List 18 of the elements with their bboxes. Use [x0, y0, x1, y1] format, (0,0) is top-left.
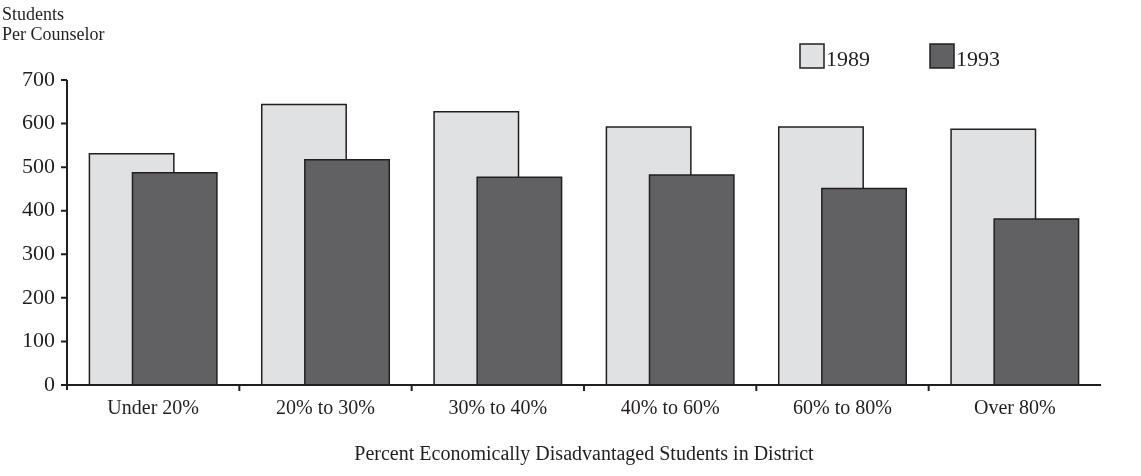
x-tick-label: Under 20%	[107, 396, 199, 419]
y-tick-label: 700	[22, 65, 55, 91]
y-tick-label: 100	[22, 327, 55, 353]
legend-label: 1989	[826, 46, 870, 71]
y-tick-label: 400	[22, 196, 55, 222]
x-tick-label: 40% to 60%	[620, 396, 720, 419]
y-tick-label: 200	[22, 283, 55, 309]
x-tick-label: 60% to 80%	[793, 396, 892, 419]
y-axis-title: Students Per Counselor	[2, 4, 105, 44]
y-tick-label: 500	[22, 152, 55, 178]
y-tick-label: 300	[22, 240, 55, 266]
x-tick-label: Over 80%	[974, 396, 1056, 419]
legend-label: 1993	[956, 46, 1000, 71]
x-tick-label: 30% to 40%	[448, 396, 548, 419]
y-tick-label: 600	[22, 109, 55, 135]
x-axis-title: Percent Economically Disadvantaged Students in District	[354, 442, 815, 466]
y-tick-label: 0	[44, 370, 55, 396]
x-tick-label: 20% to 30%	[276, 396, 375, 419]
